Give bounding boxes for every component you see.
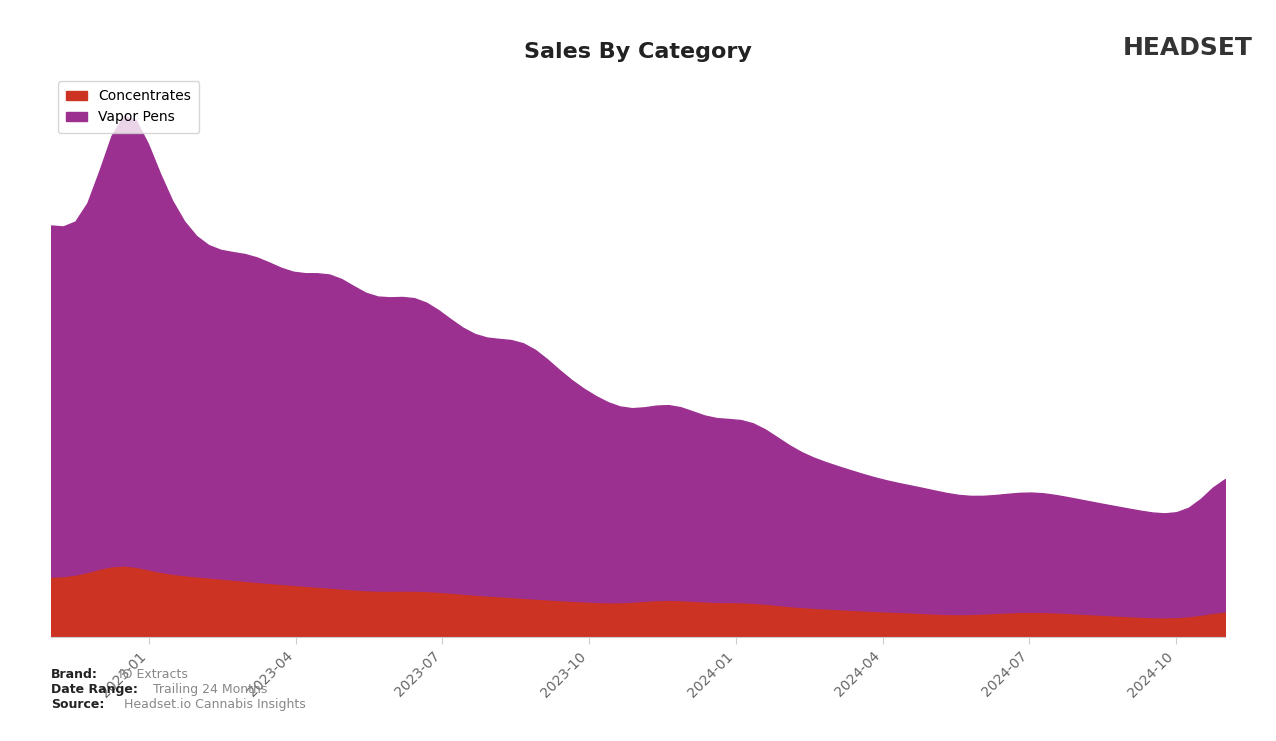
Text: Headset.io Cannabis Insights: Headset.io Cannabis Insights	[124, 698, 305, 711]
Text: HEADSET: HEADSET	[1123, 36, 1253, 60]
Text: Sales By Category: Sales By Category	[524, 42, 752, 62]
Legend: Concentrates, Vapor Pens: Concentrates, Vapor Pens	[57, 81, 199, 133]
Text: Trailing 24 Months: Trailing 24 Months	[153, 683, 268, 696]
Text: Brand:: Brand:	[51, 668, 98, 681]
Text: Source:: Source:	[51, 698, 105, 711]
Text: Date Range:: Date Range:	[51, 683, 138, 696]
Text: IO Extracts: IO Extracts	[119, 668, 188, 681]
